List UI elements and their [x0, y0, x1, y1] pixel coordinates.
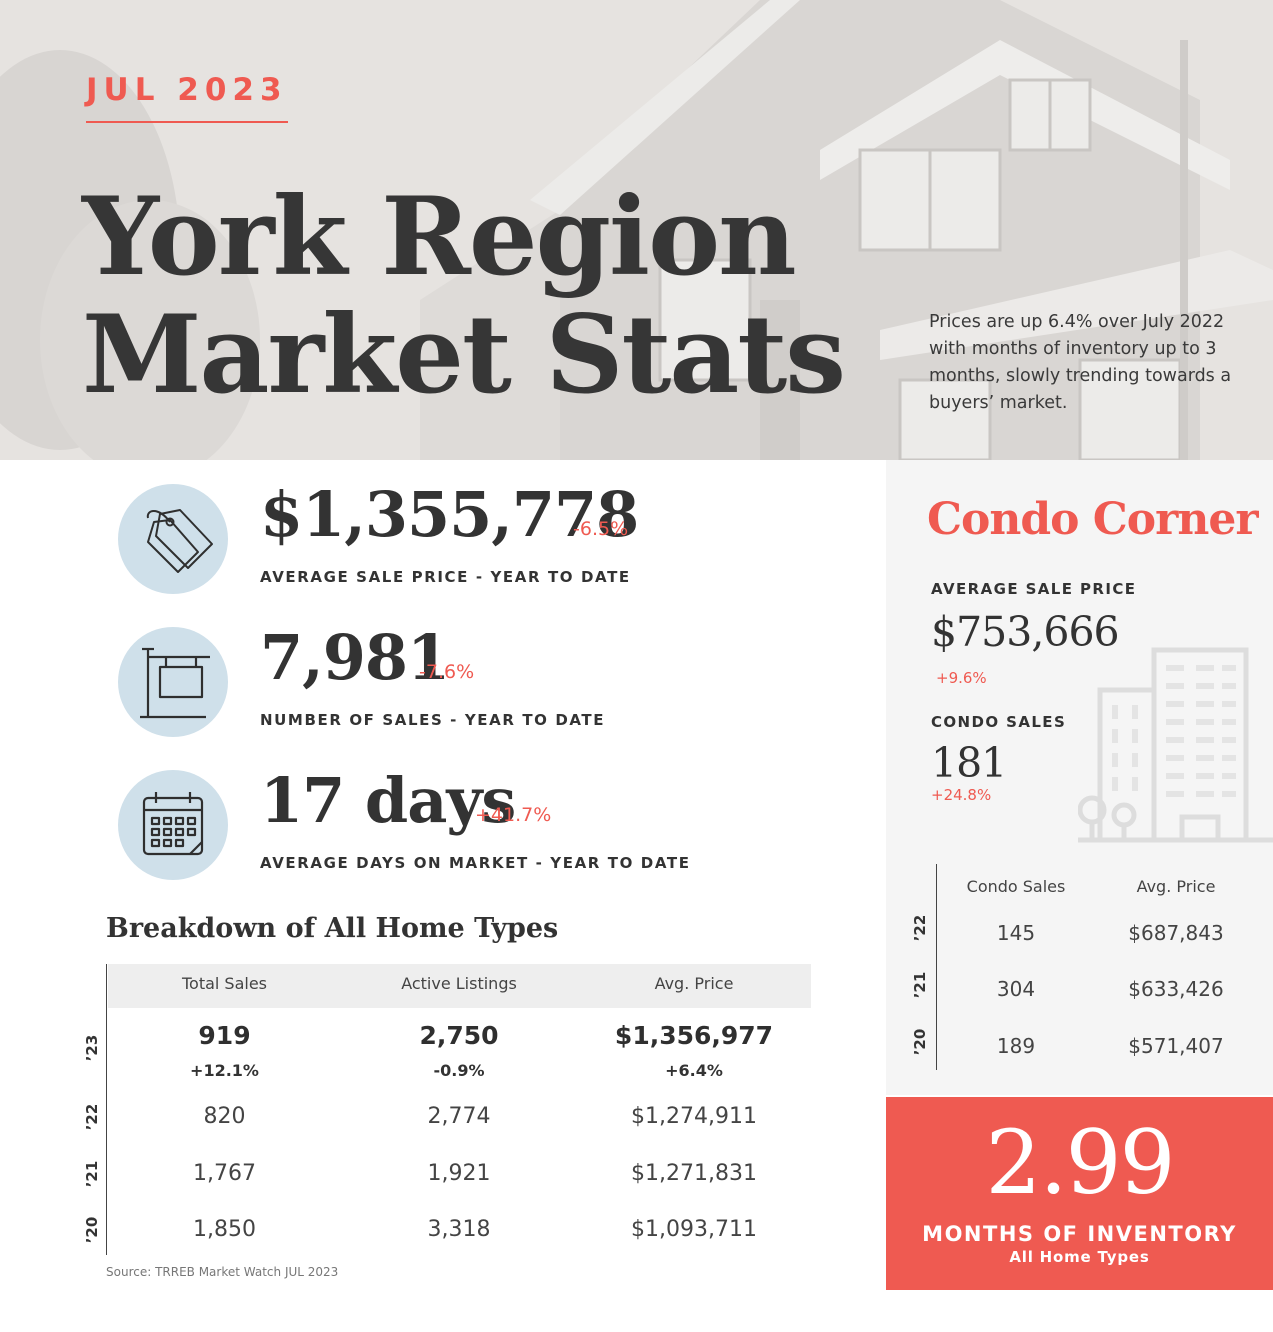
- condo-avg-price-value: $753,666: [931, 608, 1120, 656]
- active-listings-2021: 1,921: [427, 1161, 491, 1186]
- price-tag-icon: [118, 484, 228, 594]
- active-listings-2023: 2,750: [419, 1021, 499, 1050]
- active-listings-2022: 2,774: [427, 1104, 491, 1129]
- page-title-line-2: Market Stats: [82, 292, 846, 418]
- condo-sales-2022: 145: [996, 921, 1036, 945]
- source-note: Source: TRREB Market Watch JUL 2023: [106, 1265, 339, 1279]
- month-underline: [86, 121, 288, 123]
- table-axis-line: [106, 964, 107, 1255]
- hero-banner: JUL 2023 York Region Market Stats Prices…: [0, 0, 1273, 460]
- condo-building-icon: [1078, 647, 1273, 843]
- condo-price-2021: $633,426: [1128, 977, 1224, 1001]
- condo-year-label-2021: ’21: [911, 971, 929, 999]
- breakdown-title: Breakdown of All Home Types: [106, 913, 559, 944]
- condo-sales-2020: 189: [996, 1034, 1036, 1058]
- number-of-sales-label: NUMBER OF SALES - YEAR TO DATE: [260, 711, 606, 729]
- year-label-2022: ’22: [83, 1103, 101, 1131]
- for-sale-sign-icon: [118, 627, 228, 737]
- months-of-inventory-sublabel: All Home Types: [1009, 1248, 1150, 1266]
- condo-sales-value: 181: [931, 739, 1007, 787]
- stat-number-of-sales: 7,981 -7.6% NUMBER OF SALES - YEAR TO DA…: [118, 621, 858, 737]
- total-sales-2020: 1,850: [193, 1217, 256, 1242]
- page-title-line-1: York Region: [82, 174, 797, 300]
- page-title: York Region Market Stats: [82, 174, 846, 418]
- total-sales-2023: 919: [198, 1021, 251, 1050]
- average-sale-price-value: $1,355,778: [260, 478, 639, 551]
- condo-year-label-2020: ’20: [911, 1028, 929, 1056]
- number-of-sales-value: 7,981: [260, 621, 450, 694]
- header-active-listings: Active Listings: [401, 974, 517, 993]
- condo-sales-change: +24.8%: [931, 786, 992, 804]
- year-label-2021: ’21: [83, 1160, 101, 1188]
- avg-price-change-2023: +6.4%: [665, 1061, 723, 1080]
- condo-year-label-2022: ’22: [911, 914, 929, 942]
- days-on-market-label: AVERAGE DAYS ON MARKET - YEAR TO DATE: [260, 854, 691, 872]
- report-month: JUL 2023: [86, 72, 288, 108]
- average-sale-price-label: AVERAGE SALE PRICE - YEAR TO DATE: [260, 568, 631, 586]
- condo-avg-price-change: +9.6%: [936, 669, 987, 687]
- days-on-market-change: +41.7%: [475, 804, 552, 826]
- stat-days-on-market: 17 days +41.7% AVERAGE DAYS ON MARKET - …: [118, 764, 858, 880]
- avg-price-2021: $1,271,831: [631, 1161, 757, 1186]
- market-summary: Prices are up 6.4% over July 2022 with m…: [929, 312, 1232, 413]
- total-sales-2021: 1,767: [193, 1161, 256, 1186]
- condo-sales-2021: 304: [996, 977, 1036, 1001]
- year-label-2023: ’23: [83, 1034, 101, 1062]
- stat-average-sale-price: $1,355,778 -6.5% AVERAGE SALE PRICE - YE…: [118, 478, 858, 594]
- house-background-image: [0, 0, 1273, 460]
- condo-header-avg-price: Avg. Price: [1136, 877, 1216, 896]
- condo-corner-panel: Condo Corner AVERAGE SALE PRICE $753,666: [886, 460, 1273, 1095]
- condo-sales-label: CONDO SALES: [931, 713, 1067, 731]
- year-label-2020: ’20: [83, 1216, 101, 1244]
- header-total-sales: Total Sales: [181, 974, 268, 993]
- months-of-inventory-value: 2.99: [985, 1111, 1176, 1214]
- avg-price-2020: $1,093,711: [631, 1217, 757, 1242]
- breakdown-table-header: Total Sales Active Listings Avg. Price: [108, 964, 811, 1008]
- active-listings-change-2023: -0.9%: [433, 1061, 485, 1080]
- avg-price-2023: $1,356,977: [614, 1021, 774, 1050]
- header-avg-price: Avg. Price: [654, 974, 734, 993]
- total-sales-change-2023: +12.1%: [190, 1061, 259, 1080]
- number-of-sales-change: -7.6%: [419, 661, 475, 683]
- months-of-inventory-box: 2.99 MONTHS OF INVENTORY All Home Types: [886, 1097, 1273, 1290]
- condo-header-sales: Condo Sales: [966, 877, 1066, 896]
- average-sale-price-change: -6.5%: [573, 518, 629, 540]
- months-of-inventory-label: MONTHS OF INVENTORY: [922, 1222, 1237, 1246]
- calendar-icon: [118, 770, 228, 880]
- condo-price-2020: $571,407: [1128, 1034, 1224, 1058]
- condo-corner-title: Condo Corner: [927, 494, 1259, 545]
- condo-table-axis-line: [936, 864, 937, 1070]
- condo-avg-price-label: AVERAGE SALE PRICE: [931, 580, 1137, 598]
- condo-price-2022: $687,843: [1128, 921, 1224, 945]
- total-sales-2022: 820: [203, 1104, 246, 1129]
- days-on-market-value: 17 days: [260, 764, 516, 837]
- avg-price-2022: $1,274,911: [631, 1104, 757, 1129]
- active-listings-2020: 3,318: [427, 1217, 491, 1242]
